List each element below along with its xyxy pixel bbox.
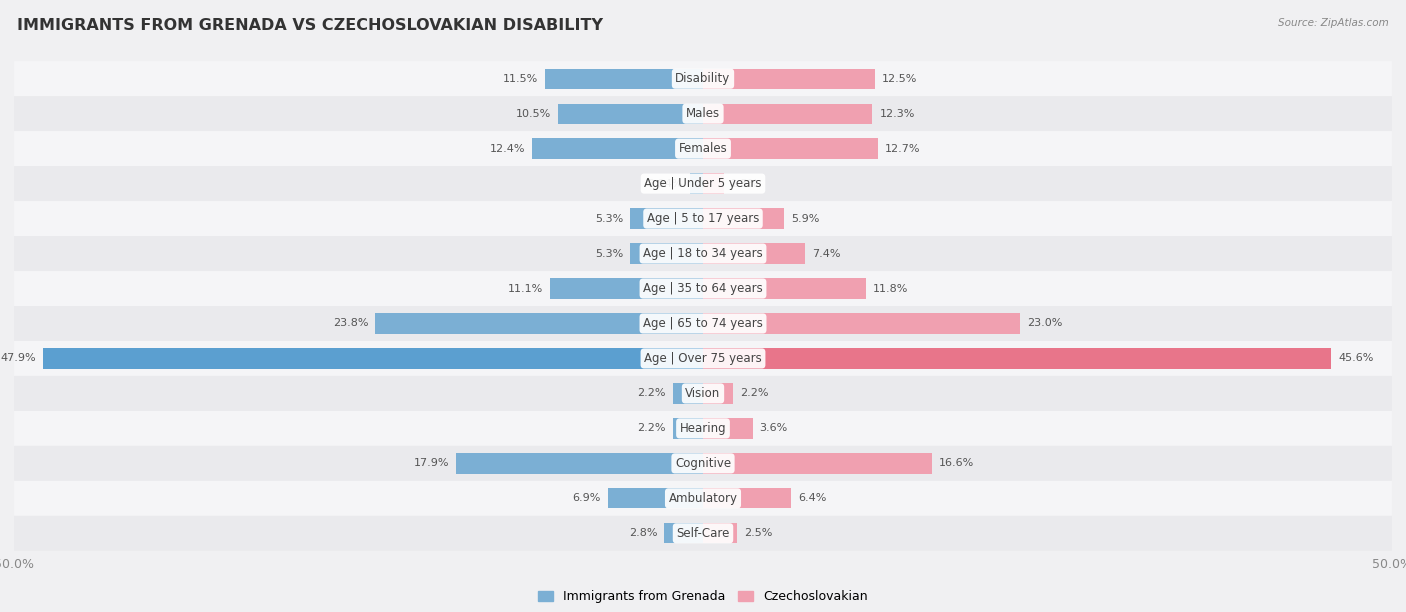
Bar (703, 418, 752, 439)
Text: Cognitive: Cognitive (675, 457, 731, 470)
FancyBboxPatch shape (14, 131, 1392, 166)
Bar (703, 523, 738, 543)
FancyBboxPatch shape (14, 306, 1392, 341)
Bar (672, 418, 703, 439)
Text: Age | 5 to 17 years: Age | 5 to 17 years (647, 212, 759, 225)
Text: 6.4%: 6.4% (799, 493, 827, 503)
Text: Age | 65 to 74 years: Age | 65 to 74 years (643, 317, 763, 330)
Bar (607, 488, 703, 509)
Text: Age | Under 5 years: Age | Under 5 years (644, 177, 762, 190)
Text: 2.2%: 2.2% (740, 389, 769, 398)
Text: 11.5%: 11.5% (502, 73, 537, 84)
Bar (703, 103, 873, 124)
Bar (703, 69, 875, 89)
Text: 16.6%: 16.6% (939, 458, 974, 468)
Text: 3.6%: 3.6% (759, 424, 787, 433)
Bar (665, 523, 703, 543)
Text: 2.8%: 2.8% (628, 528, 658, 539)
Bar (703, 209, 785, 229)
Text: Disability: Disability (675, 72, 731, 85)
Bar (630, 244, 703, 264)
Text: Self-Care: Self-Care (676, 527, 730, 540)
Bar (703, 488, 792, 509)
Bar (44, 348, 703, 368)
Text: Males: Males (686, 107, 720, 120)
FancyBboxPatch shape (14, 341, 1392, 376)
Text: 2.2%: 2.2% (637, 389, 666, 398)
Text: Hearing: Hearing (679, 422, 727, 435)
Text: 12.4%: 12.4% (489, 144, 526, 154)
Text: 23.0%: 23.0% (1026, 318, 1062, 329)
Text: 11.1%: 11.1% (508, 283, 543, 294)
Bar (544, 69, 703, 89)
Text: Age | 18 to 34 years: Age | 18 to 34 years (643, 247, 763, 260)
Text: 23.8%: 23.8% (333, 318, 368, 329)
FancyBboxPatch shape (14, 446, 1392, 481)
Text: 12.5%: 12.5% (882, 73, 918, 84)
FancyBboxPatch shape (14, 96, 1392, 131)
Bar (703, 453, 932, 474)
Text: Age | Over 75 years: Age | Over 75 years (644, 352, 762, 365)
Bar (703, 348, 1331, 368)
Text: 47.9%: 47.9% (0, 354, 37, 364)
FancyBboxPatch shape (14, 411, 1392, 446)
Text: 5.3%: 5.3% (595, 248, 623, 258)
Text: Females: Females (679, 142, 727, 155)
Legend: Immigrants from Grenada, Czechoslovakian: Immigrants from Grenada, Czechoslovakian (533, 585, 873, 608)
FancyBboxPatch shape (14, 166, 1392, 201)
Text: 12.3%: 12.3% (879, 109, 915, 119)
FancyBboxPatch shape (14, 201, 1392, 236)
Text: 5.9%: 5.9% (792, 214, 820, 223)
Text: 7.4%: 7.4% (811, 248, 841, 258)
Text: 45.6%: 45.6% (1339, 354, 1374, 364)
Bar (703, 138, 877, 159)
FancyBboxPatch shape (14, 481, 1392, 516)
Bar (703, 278, 866, 299)
Text: Vision: Vision (685, 387, 721, 400)
Text: Ambulatory: Ambulatory (668, 492, 738, 505)
Text: 0.94%: 0.94% (648, 179, 683, 188)
Bar (375, 313, 703, 334)
Text: 2.5%: 2.5% (744, 528, 773, 539)
FancyBboxPatch shape (14, 61, 1392, 96)
Text: 5.3%: 5.3% (595, 214, 623, 223)
Text: 2.2%: 2.2% (637, 424, 666, 433)
Bar (703, 383, 734, 403)
Bar (531, 138, 703, 159)
Text: Age | 35 to 64 years: Age | 35 to 64 years (643, 282, 763, 295)
FancyBboxPatch shape (14, 271, 1392, 306)
Bar (550, 278, 703, 299)
FancyBboxPatch shape (14, 236, 1392, 271)
Text: 1.5%: 1.5% (731, 179, 759, 188)
Bar (690, 173, 703, 194)
Bar (457, 453, 703, 474)
Bar (703, 313, 1019, 334)
Bar (703, 244, 806, 264)
Text: 10.5%: 10.5% (516, 109, 551, 119)
Text: IMMIGRANTS FROM GRENADA VS CZECHOSLOVAKIAN DISABILITY: IMMIGRANTS FROM GRENADA VS CZECHOSLOVAKI… (17, 18, 603, 34)
Text: 6.9%: 6.9% (572, 493, 600, 503)
FancyBboxPatch shape (14, 516, 1392, 551)
Bar (558, 103, 703, 124)
Text: 17.9%: 17.9% (413, 458, 450, 468)
Bar (703, 173, 724, 194)
Bar (630, 209, 703, 229)
Text: Source: ZipAtlas.com: Source: ZipAtlas.com (1278, 18, 1389, 28)
FancyBboxPatch shape (14, 376, 1392, 411)
Text: 11.8%: 11.8% (873, 283, 908, 294)
Text: 12.7%: 12.7% (884, 144, 921, 154)
Bar (672, 383, 703, 403)
